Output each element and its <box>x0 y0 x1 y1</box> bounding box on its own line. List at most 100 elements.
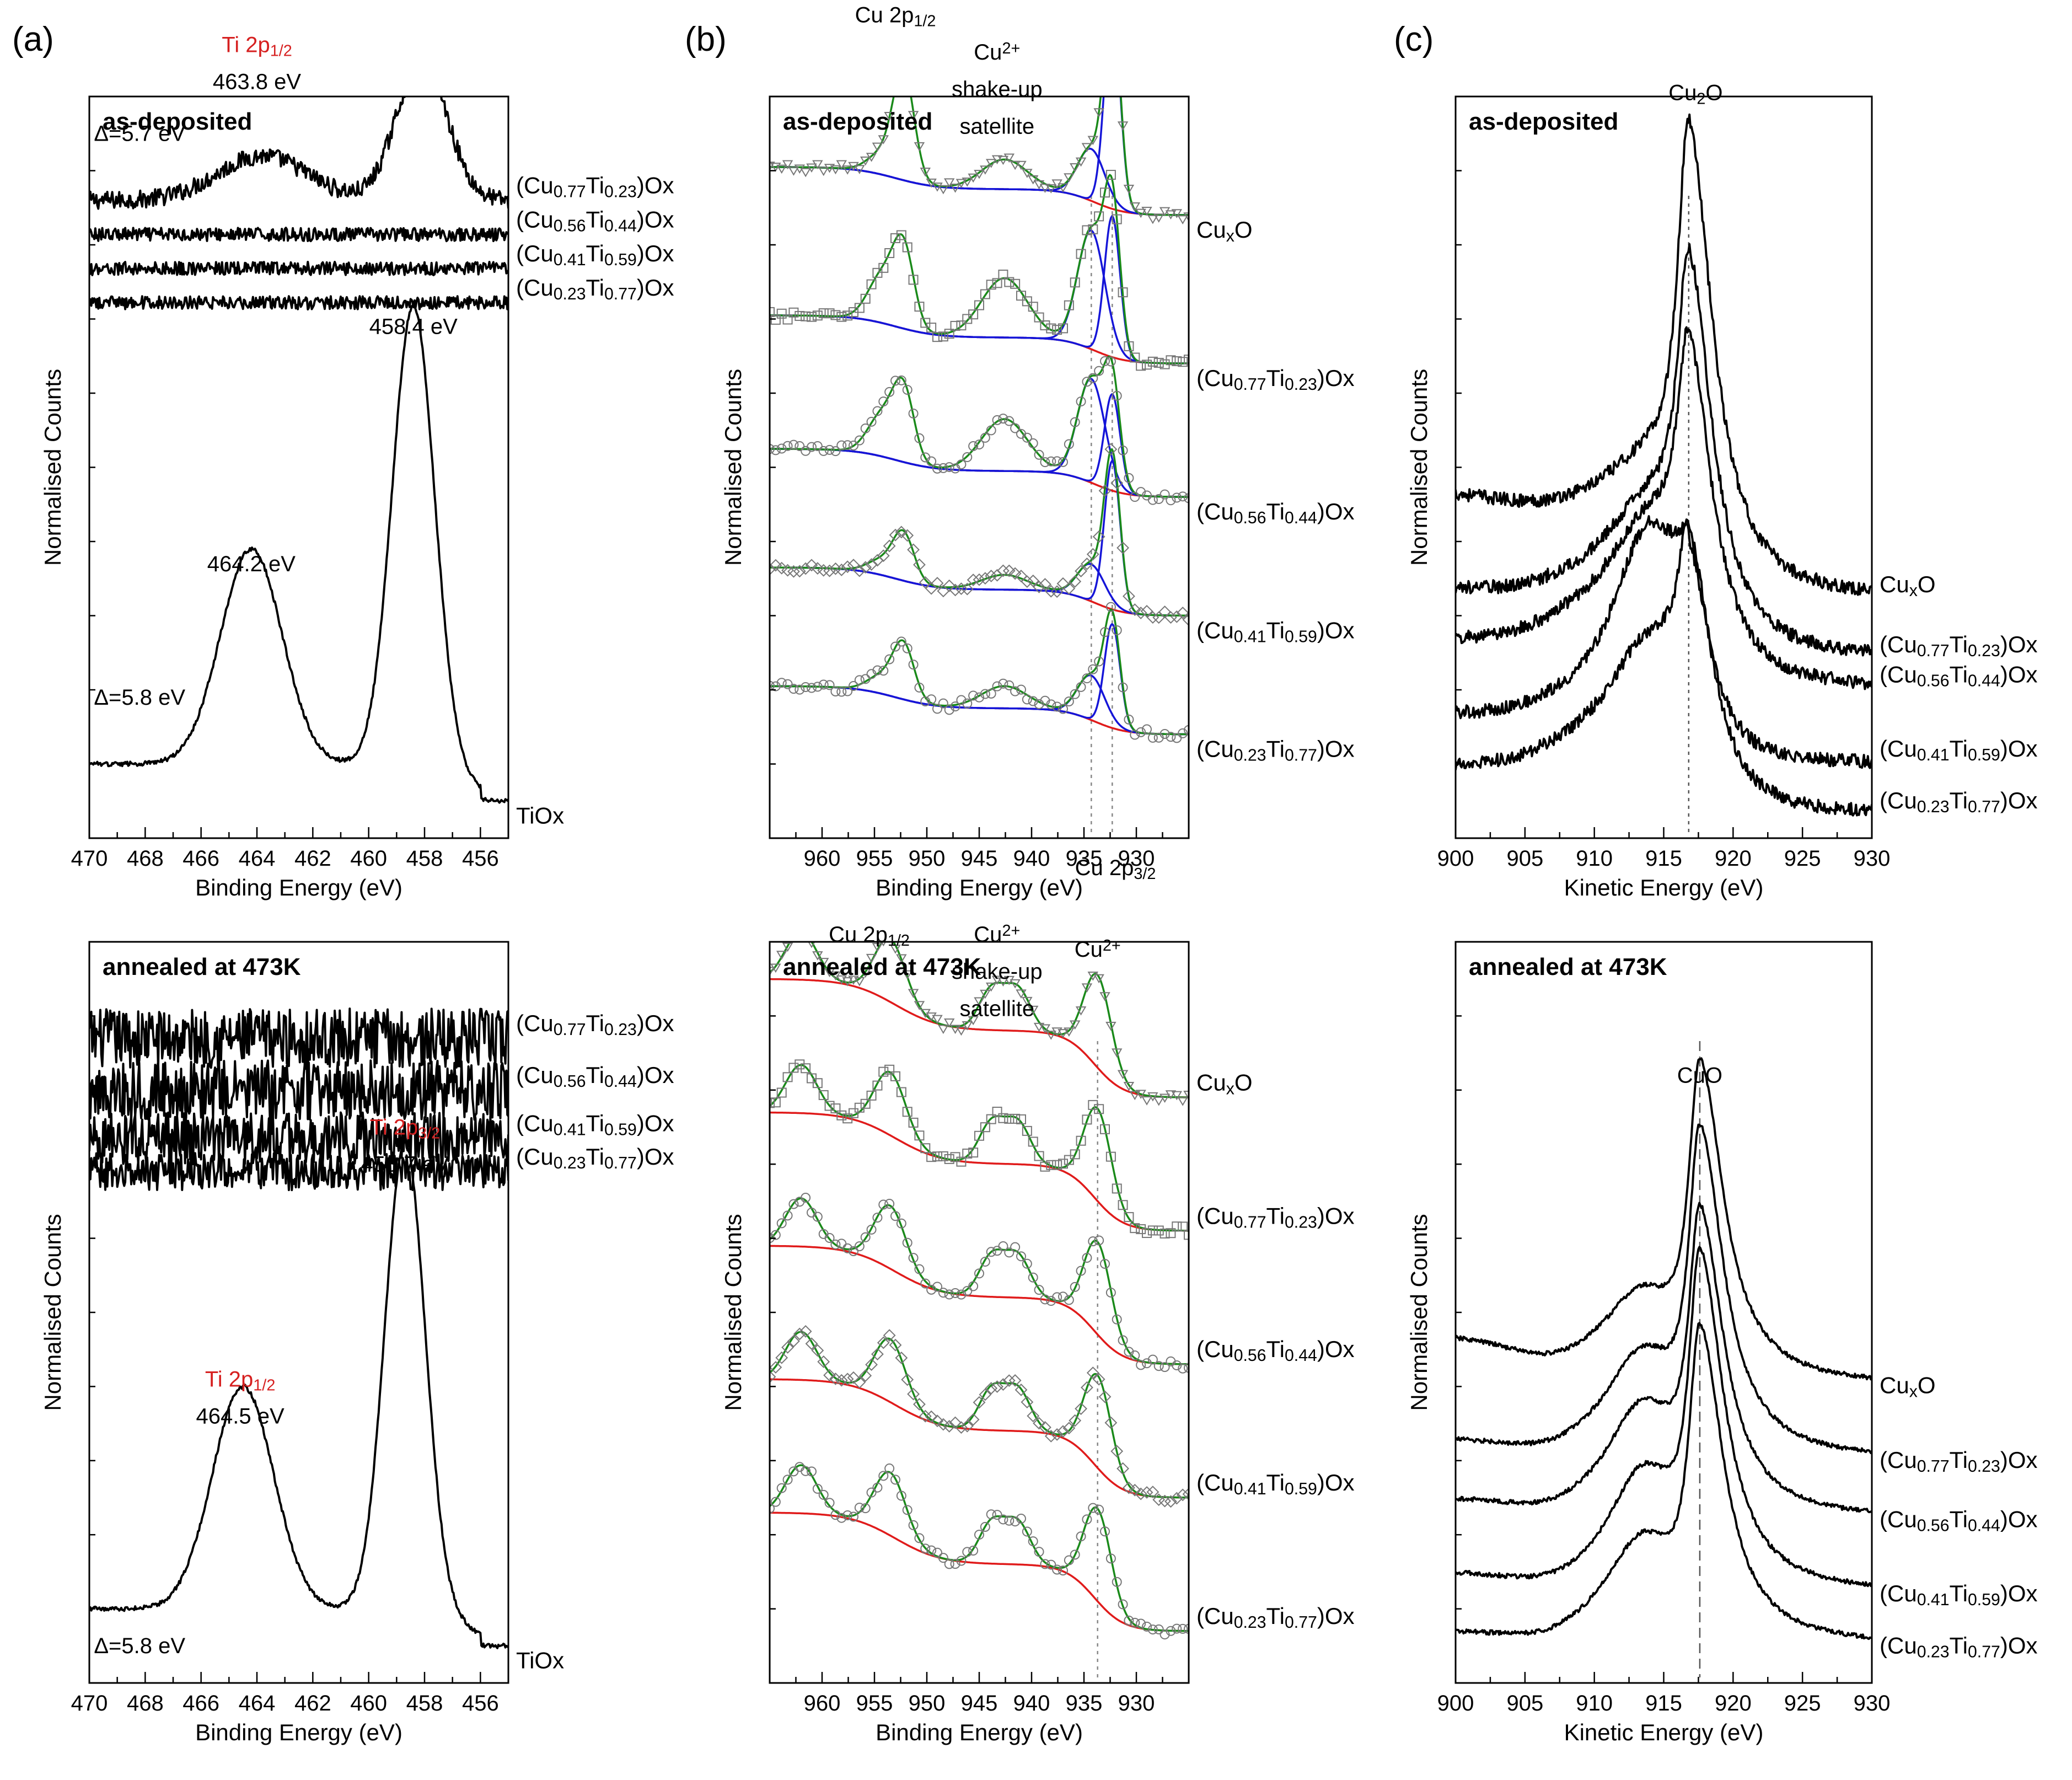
data-marker <box>1147 1354 1158 1365</box>
data-marker <box>782 441 793 451</box>
auger-spectrum-line <box>1456 518 1872 817</box>
data-marker <box>901 970 913 980</box>
plot-area <box>770 96 1189 833</box>
data-marker <box>1082 225 1092 235</box>
data-marker <box>1135 208 1146 218</box>
series-label: CuxO <box>1196 1069 1253 1098</box>
data-marker <box>866 1090 877 1101</box>
data-marker <box>1112 1314 1122 1325</box>
data-marker <box>997 156 1009 165</box>
data-marker <box>842 686 853 696</box>
data-marker <box>1069 1020 1081 1030</box>
x-tick-label: 458 <box>406 1691 443 1715</box>
data-marker <box>776 678 787 688</box>
data-marker <box>1081 143 1093 152</box>
data-marker <box>908 275 919 285</box>
data-marker <box>782 942 793 952</box>
data-marker <box>872 142 883 152</box>
data-marker <box>1082 673 1092 684</box>
auger-spectrum-line <box>1456 243 1872 657</box>
series-label: (Cu0.41Ti0.59)Ox <box>1880 1580 2038 1609</box>
data-marker <box>860 1232 871 1242</box>
data-marker <box>1099 992 1110 1001</box>
series-4 <box>89 1139 508 1649</box>
data-marker <box>1045 1031 1057 1040</box>
data-marker <box>1123 589 1135 603</box>
data-marker <box>1142 724 1152 734</box>
data-marker <box>842 1510 853 1520</box>
data-marker <box>908 989 919 999</box>
data-marker <box>1100 627 1110 637</box>
data-marker <box>1021 1396 1034 1409</box>
spectrum-line <box>89 295 508 310</box>
data-marker <box>1022 296 1032 307</box>
x-tick-label: 925 <box>1784 1691 1821 1715</box>
data-marker <box>907 1387 920 1401</box>
x-tick-label: 905 <box>1506 1691 1543 1715</box>
data-marker <box>878 1199 889 1210</box>
data-marker <box>878 135 889 144</box>
x-axis-title: Binding Energy (eV) <box>195 1719 402 1745</box>
data-marker <box>1118 445 1128 455</box>
data-marker <box>1004 277 1014 287</box>
data-marker <box>1153 213 1164 223</box>
data-marker <box>890 945 901 954</box>
data-marker <box>932 1015 943 1025</box>
data-marker <box>1016 1114 1026 1124</box>
data-marker <box>950 1559 960 1569</box>
data-marker <box>920 1278 931 1289</box>
data-marker <box>788 684 799 694</box>
panel-letter-a: (a) <box>12 20 54 58</box>
data-marker <box>1105 1553 1116 1564</box>
data-marker <box>1052 325 1062 335</box>
data-marker <box>1021 575 1034 588</box>
data-marker <box>997 1378 1010 1391</box>
data-marker <box>1027 1005 1039 1015</box>
series-4 <box>89 304 508 804</box>
data-marker <box>841 560 854 573</box>
data-marker <box>842 310 853 321</box>
data-marker <box>1136 1224 1146 1235</box>
data-marker <box>992 415 1002 425</box>
data-marker <box>967 1413 980 1426</box>
y-axis-title: Normalised Counts <box>1406 1214 1432 1411</box>
data-marker <box>1166 732 1176 742</box>
data-marker <box>968 1148 979 1158</box>
data-marker <box>1034 1547 1044 1557</box>
data-marker <box>1082 1114 1092 1125</box>
data-marker <box>1052 1292 1062 1302</box>
data-marker <box>1118 682 1128 693</box>
data-marker <box>979 572 992 585</box>
data-marker <box>1110 1445 1124 1458</box>
data-marker <box>799 562 812 575</box>
data-marker <box>818 308 829 319</box>
data-marker <box>782 1210 793 1221</box>
spectrum-line <box>89 260 508 276</box>
data-marker <box>770 559 782 572</box>
data-marker <box>812 682 823 692</box>
series-3 <box>89 295 508 310</box>
data-marker <box>1147 495 1158 505</box>
data-marker <box>795 310 805 321</box>
data-marker <box>818 958 829 967</box>
data-marker <box>1123 1082 1135 1091</box>
data-marker <box>1076 1135 1086 1146</box>
x-tick-label: 925 <box>1784 846 1821 871</box>
data-marker <box>1160 489 1170 500</box>
data-marker <box>979 1388 992 1401</box>
series-label: (Cu0.56Ti0.44)Ox <box>1196 1336 1355 1365</box>
plot-area <box>1456 1041 1872 1677</box>
data-marker <box>1130 730 1140 740</box>
data-marker <box>1105 1288 1116 1298</box>
data-marker <box>944 462 954 473</box>
data-marker <box>962 1148 973 1159</box>
data-marker <box>944 329 954 339</box>
data-marker <box>1008 567 1022 580</box>
data-marker <box>896 230 906 240</box>
series-label: TiOx <box>516 803 564 829</box>
data-marker <box>932 1547 942 1558</box>
data-marker <box>836 160 847 170</box>
data-marker <box>1147 215 1158 224</box>
chart-a-top: 470 468 466 464 462 460 458 456 Binding Energy (… <box>40 33 674 900</box>
data-marker <box>830 446 841 457</box>
